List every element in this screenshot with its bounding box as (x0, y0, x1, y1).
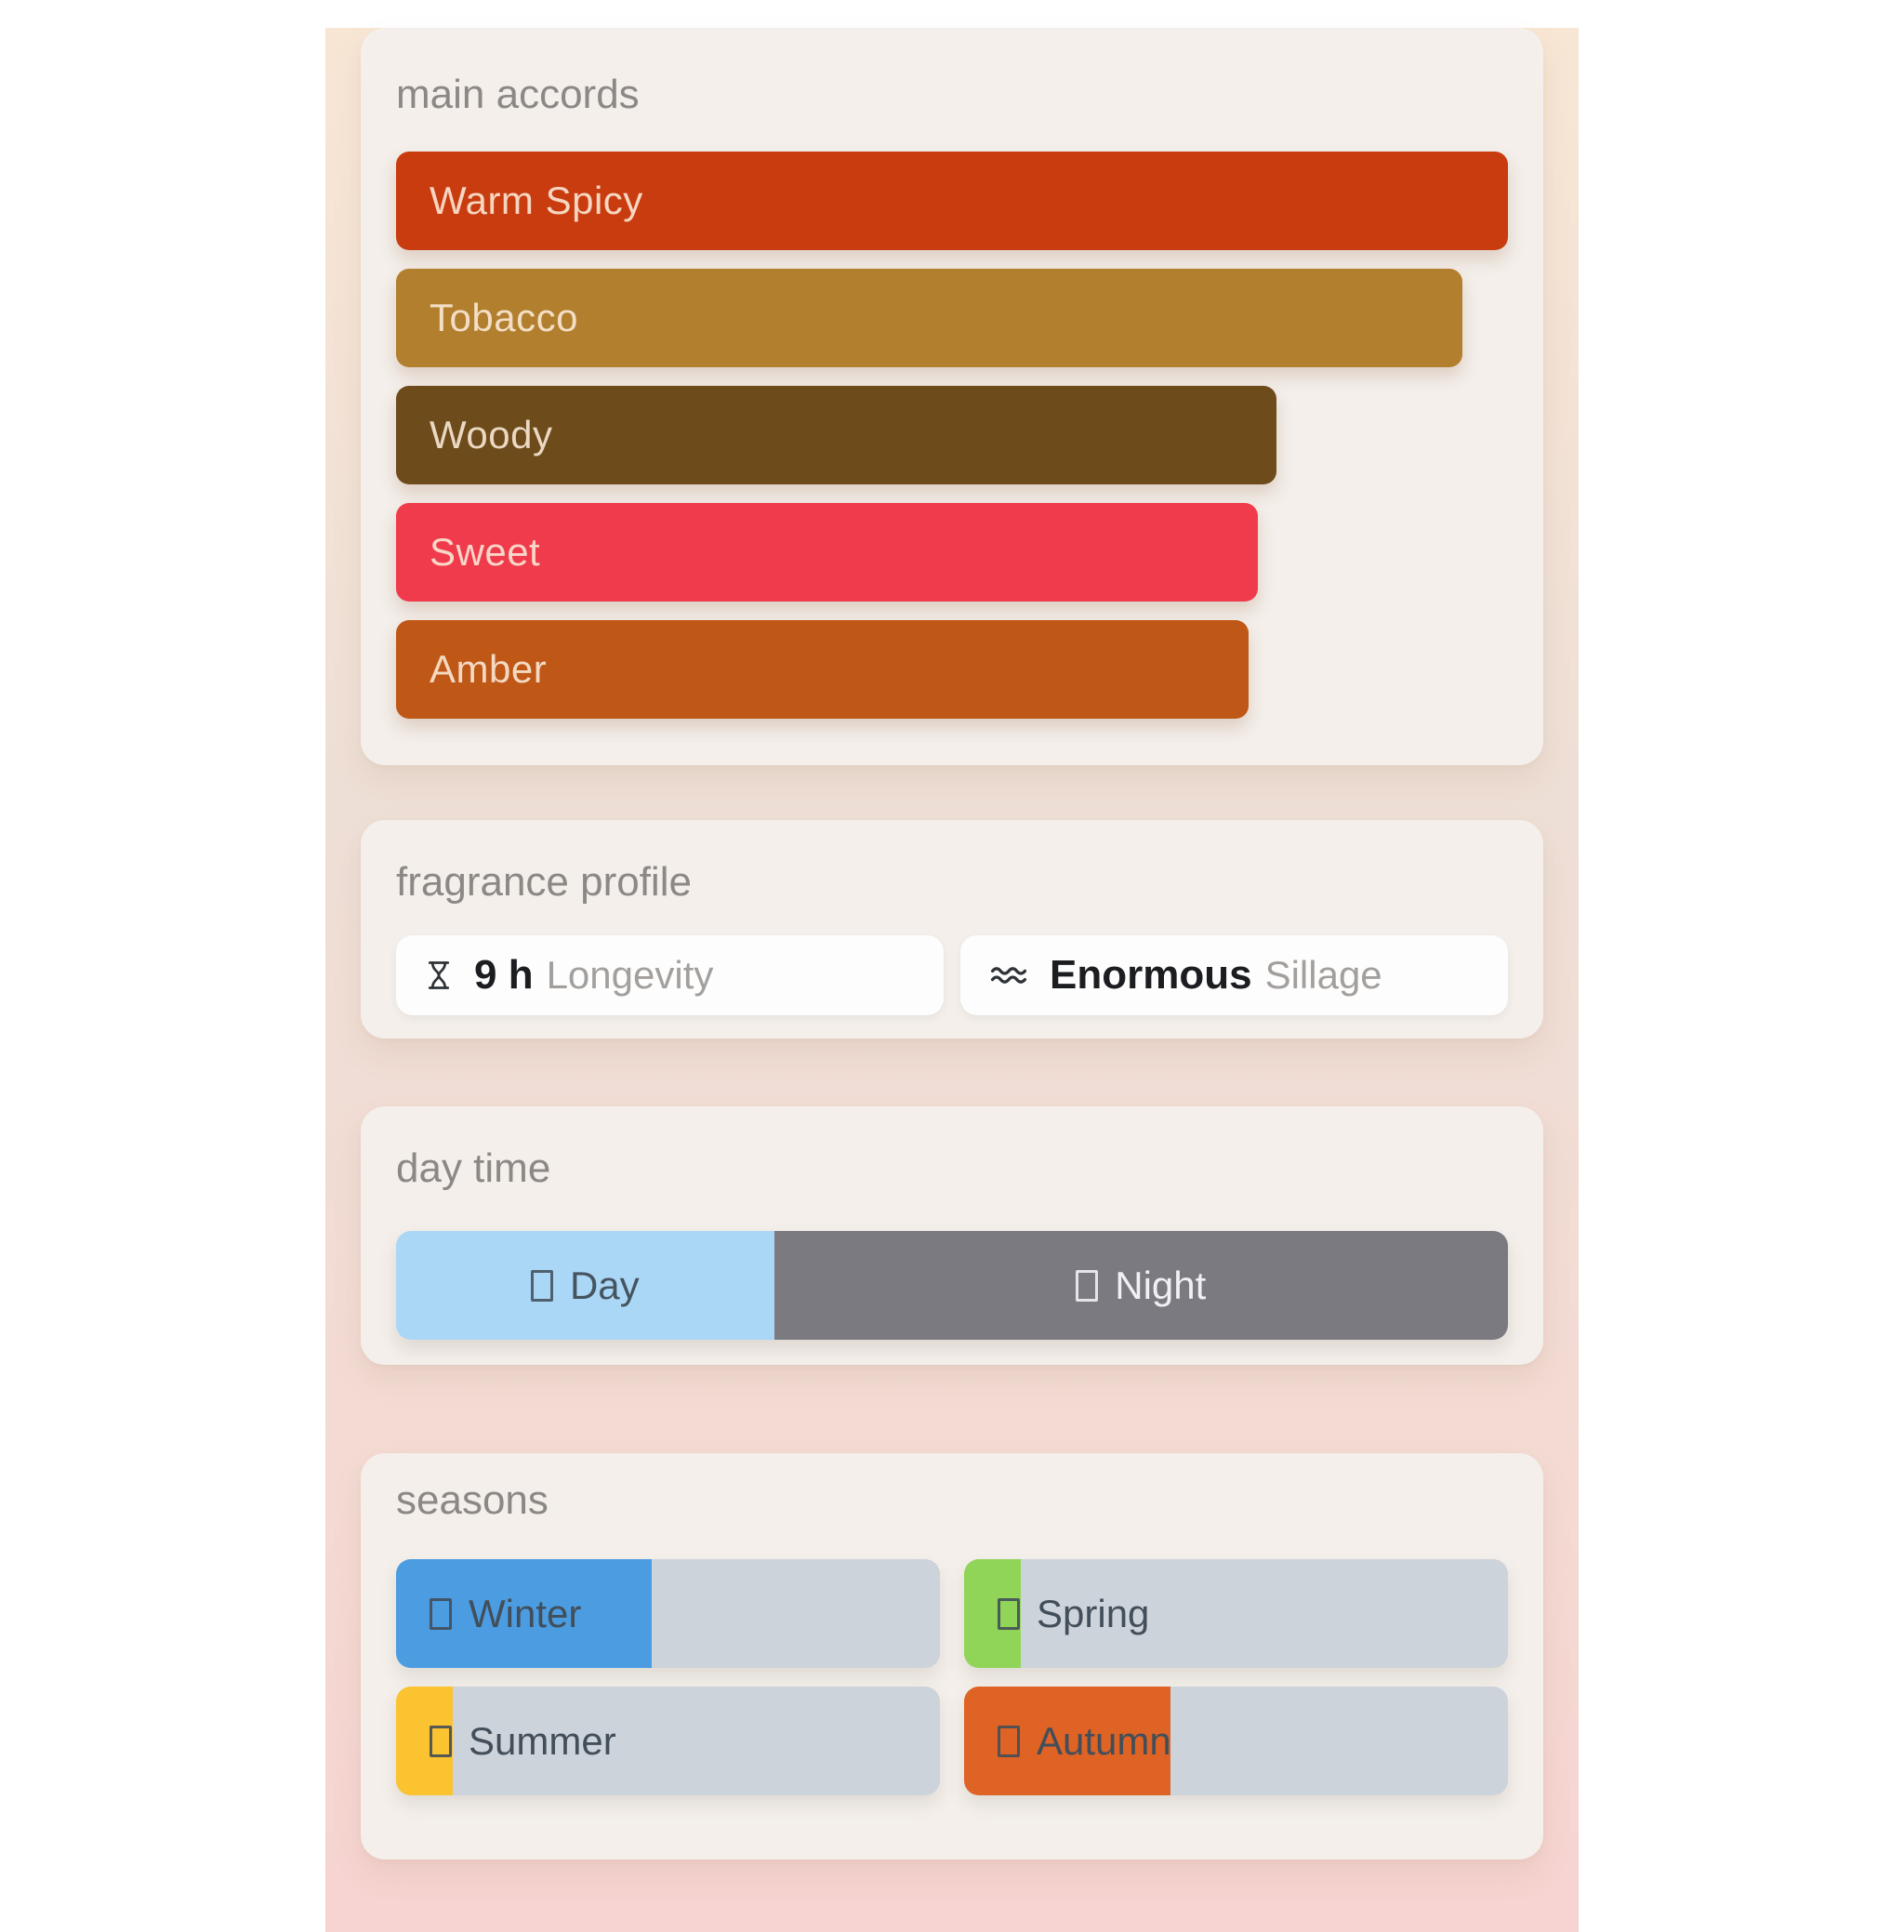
main-accords-card: main accords Warm Spicy Tobacco Woody Sweet… (361, 28, 1543, 765)
main-accords-title: main accords (396, 72, 640, 117)
missing-glyph-icon (1076, 1269, 1099, 1302)
season-fill-winter (396, 1559, 652, 1668)
accord-bars: Warm Spicy Tobacco Woody Sweet Amber (396, 152, 1508, 719)
seasons-grid: Winter Spring Summer Autumn (396, 1559, 1508, 1795)
sillage-value: Enormous (1050, 952, 1252, 998)
season-label: Spring (1037, 1591, 1150, 1635)
season-fill-summer (396, 1687, 454, 1795)
hourglass-icon (422, 951, 456, 999)
accord-bar-tobacco: Tobacco (396, 269, 1462, 367)
missing-glyph-icon (998, 1725, 1020, 1757)
season-bar-spring[interactable]: Spring (964, 1559, 1508, 1668)
accord-label: Tobacco (430, 296, 578, 339)
accord-bar-warm-spicy: Warm Spicy (396, 152, 1508, 250)
season-bar-autumn[interactable]: Autumn (964, 1687, 1508, 1795)
season-fill-spring (964, 1559, 1022, 1668)
accord-bar-woody: Woody (396, 386, 1277, 484)
longevity-pill: 9 h Longevity (396, 935, 944, 1015)
daytime-segment-label: Night (1115, 1263, 1207, 1307)
missing-glyph-icon (998, 1597, 1020, 1630)
fragrance-profile-title: fragrance profile (396, 859, 692, 905)
season-label: Winter (469, 1591, 582, 1635)
daytime-segment-label: Day (569, 1263, 640, 1307)
accord-bar-amber: Amber (396, 620, 1250, 719)
sillage-label: Sillage (1264, 953, 1382, 997)
season-bar-winter[interactable]: Winter (396, 1559, 940, 1668)
longevity-label: Longevity (546, 953, 714, 997)
missing-glyph-icon (430, 1597, 452, 1630)
fragrance-profile-card: fragrance profile 9 h Longevity (361, 820, 1543, 1039)
season-label: Autumn (1037, 1718, 1171, 1763)
accord-label: Sweet (430, 530, 541, 574)
day-time-title: day time (396, 1145, 551, 1191)
content-column: main accords Warm Spicy Tobacco Woody Sweet… (325, 28, 1579, 1932)
season-label-row: Winter (396, 1559, 940, 1668)
waves-icon (986, 955, 1031, 996)
accord-label: Warm Spicy (430, 179, 643, 222)
daytime-segment-night[interactable]: Night (774, 1231, 1508, 1340)
accord-label: Amber (430, 647, 548, 691)
seasons-title: seasons (396, 1477, 549, 1523)
season-bar-summer[interactable]: Summer (396, 1687, 940, 1795)
day-time-card: day time Day Night (361, 1106, 1543, 1365)
missing-glyph-icon (430, 1725, 452, 1757)
accord-bar-sweet: Sweet (396, 503, 1258, 602)
season-label-row: Autumn (964, 1687, 1508, 1795)
day-night-toggle: Day Night (396, 1231, 1508, 1340)
accord-label: Woody (430, 413, 553, 457)
seasons-card: seasons Winter Spring Summer Autumn (361, 1453, 1543, 1859)
missing-glyph-icon (530, 1269, 553, 1302)
season-label-row: Summer (396, 1687, 940, 1795)
longevity-value: 9 h (474, 952, 534, 998)
season-label-row: Spring (964, 1559, 1508, 1668)
daytime-segment-day[interactable]: Day (396, 1231, 774, 1340)
sillage-pill: Enormous Sillage (960, 935, 1508, 1015)
season-label: Summer (469, 1718, 616, 1763)
profile-pill-row: 9 h Longevity Enormous Sillage (396, 935, 1508, 1015)
